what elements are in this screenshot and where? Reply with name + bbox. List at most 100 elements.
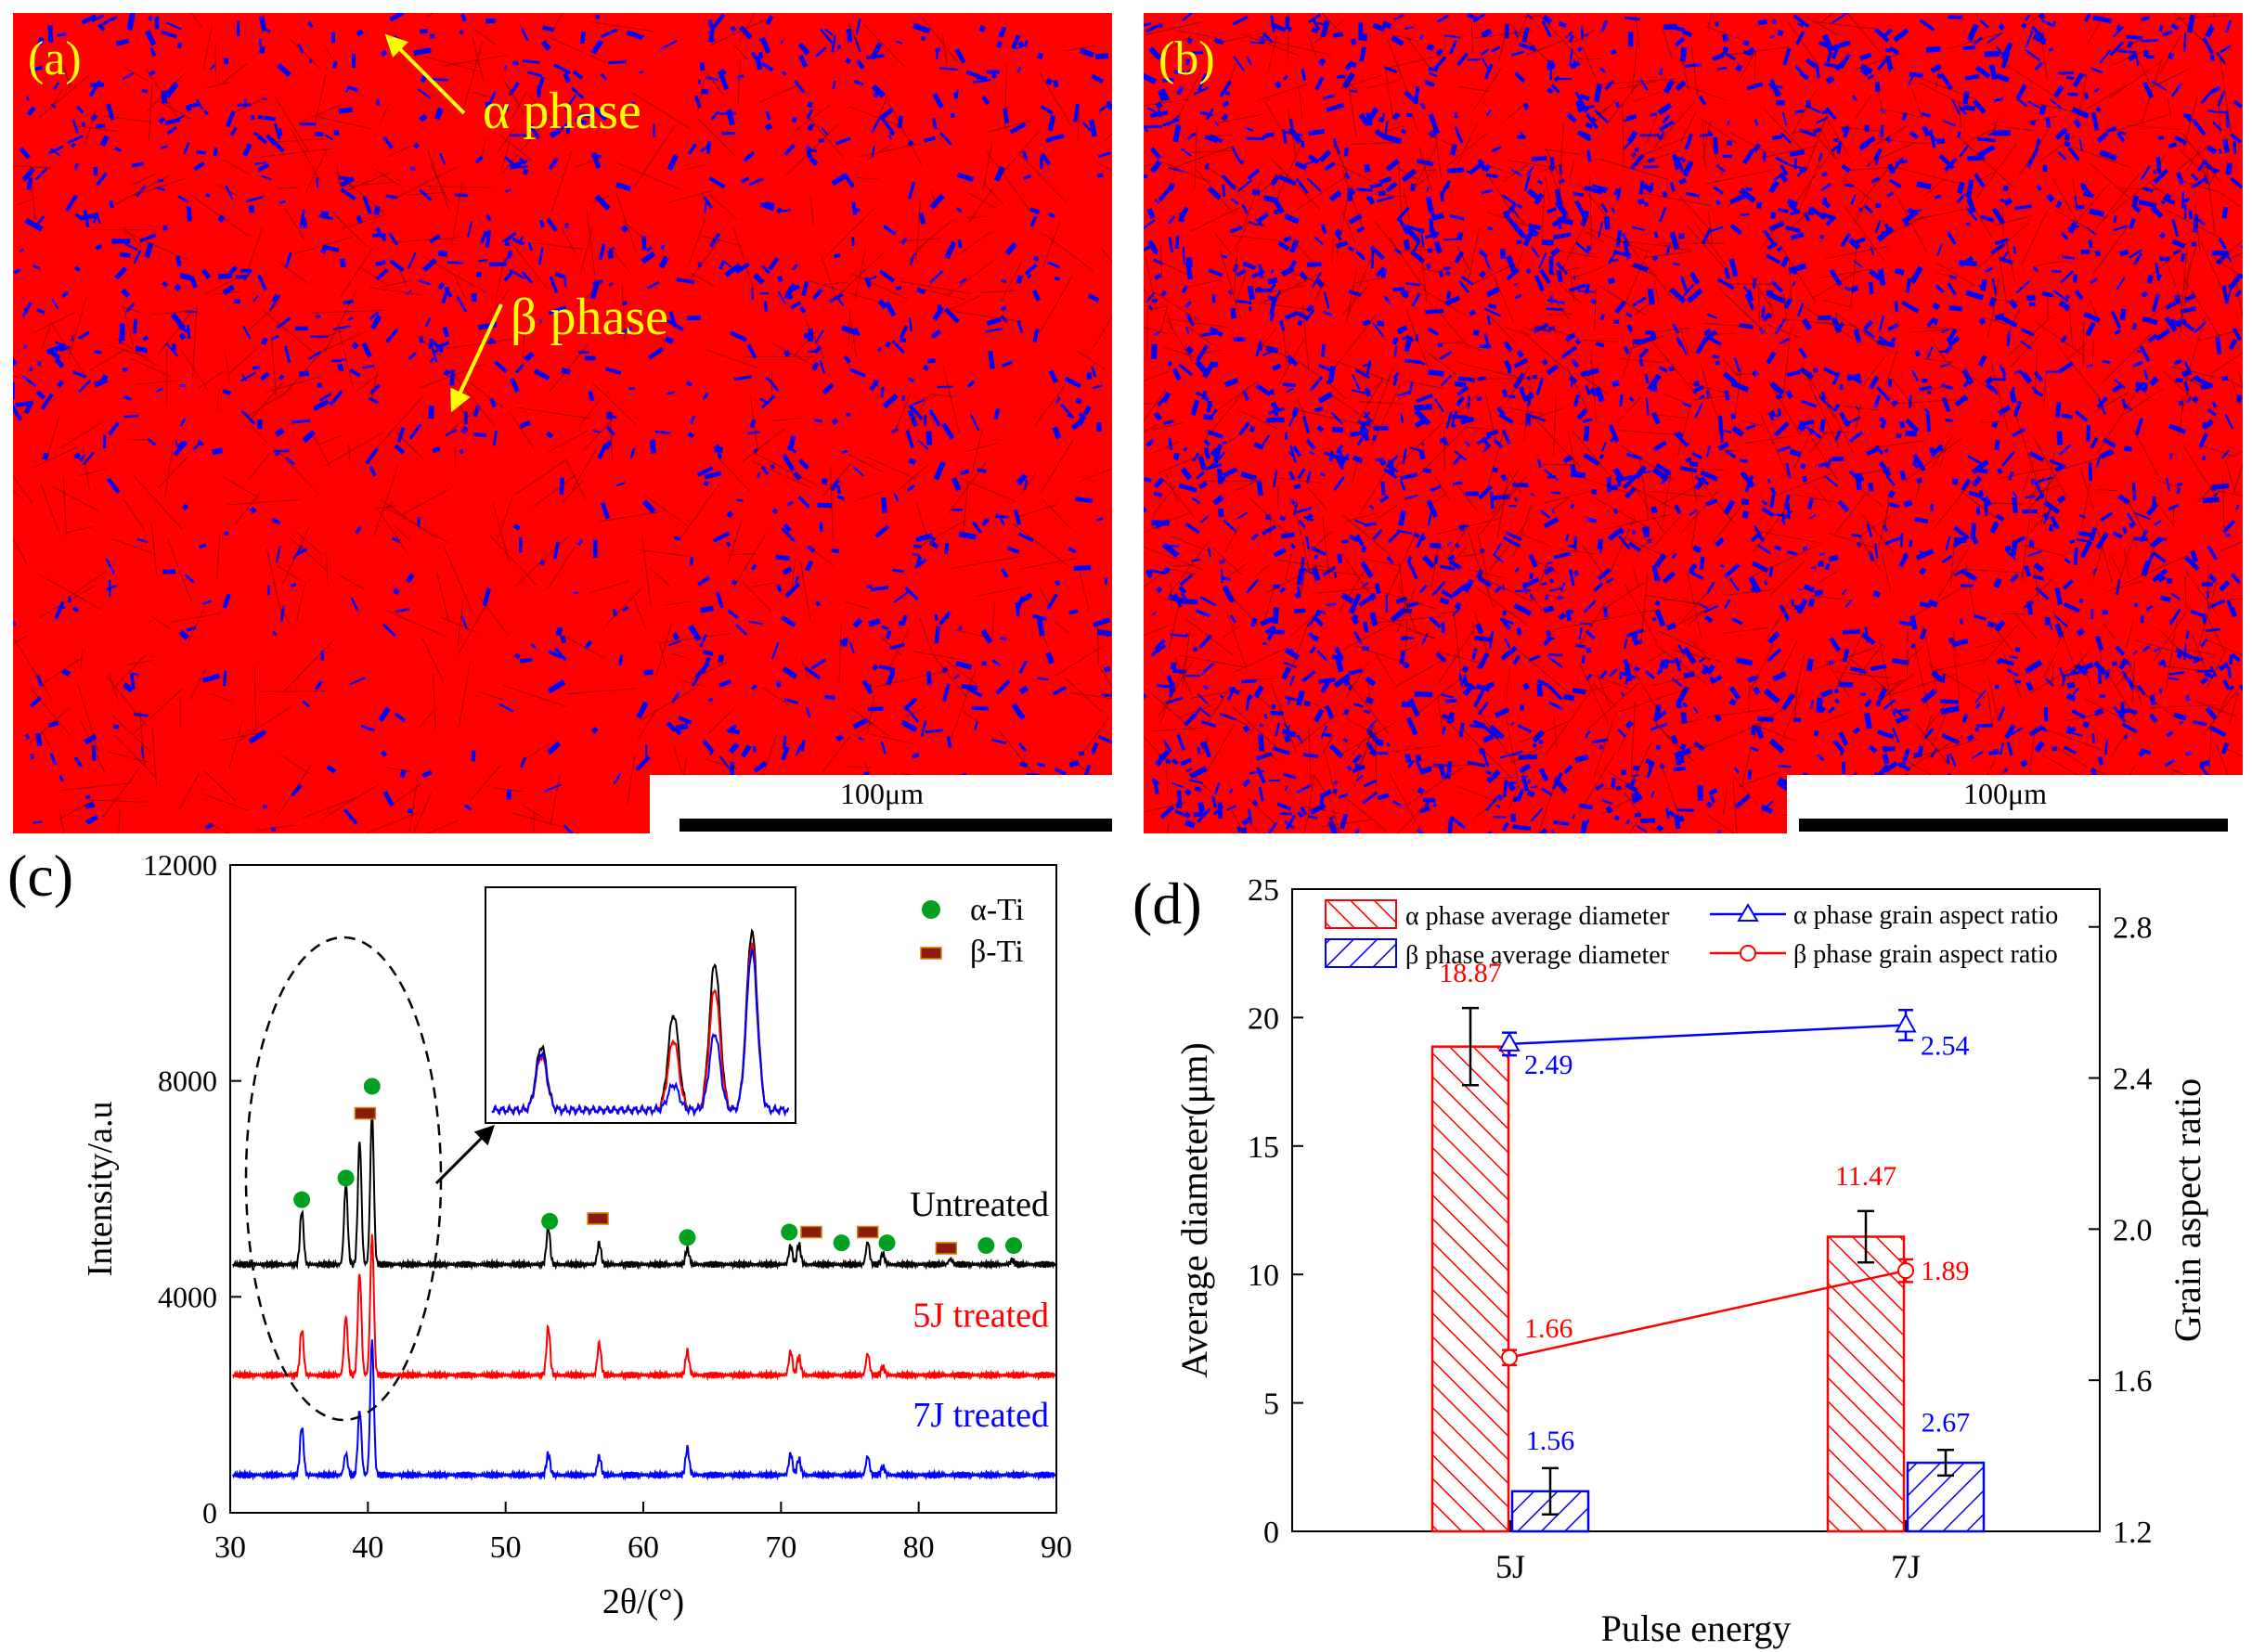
beta-speckle [673,536,681,541]
grain-boundary [1236,408,1279,430]
grain-boundary [1882,555,1892,593]
beta-speckle [1821,110,1831,115]
grain-boundary [578,397,602,427]
grain-boundary [1702,118,1706,168]
beta-speckle [2064,132,2071,141]
beta-speckle [479,230,488,245]
beta-speckle [1890,832,1898,833]
beta-speckle [1806,497,1815,510]
beta-speckle [1521,682,1531,690]
beta-speckle [765,110,771,121]
beta-speckle [548,304,567,316]
beta-speckle [888,831,900,833]
beta-speckle [1184,345,1195,355]
beta-speckle [272,630,278,637]
grain-boundary [1037,623,1049,648]
beta-speckle [1892,712,1896,718]
beta-speckle [1536,683,1543,697]
beta-speckle [775,554,790,561]
grain-boundary [2127,499,2155,554]
beta-speckle [2011,386,2015,398]
beta-speckle [1954,394,1969,407]
beta-speckle [378,706,391,723]
grain-boundary [1340,74,1359,92]
grain-boundary [851,273,909,300]
beta-speckle [2067,146,2080,161]
beta-speckle [245,196,264,203]
beta-speckle [1172,123,1182,143]
beta-speckle [343,808,358,825]
grain-boundary [1627,484,1676,510]
beta-speckle [1040,152,1052,166]
beta-speckle [369,383,382,395]
grain-boundary [549,343,589,393]
beta-speckle [2115,645,2126,656]
grain-boundary [1987,298,1997,337]
beta-speckle [1414,691,1433,698]
beta-speckle [702,739,715,754]
beta-speckle [1464,440,1470,447]
beta-speckle [2170,592,2181,600]
beta-speckle [160,145,169,150]
beta-speckle [2154,520,2162,526]
grain-boundary [158,100,190,120]
grain-boundary [1233,477,1264,493]
grain-boundary [2183,316,2207,387]
beta-speckle [1052,686,1068,696]
grain-boundary [2122,676,2173,716]
beta-speckle [1480,48,1490,57]
beta-speckle [2200,638,2208,648]
grain-boundary [253,665,257,733]
beta-speckle [509,134,528,137]
beta-speckle [506,789,511,801]
grain-boundary [1911,87,1923,120]
grain-boundary [1742,419,1763,427]
grain-boundary [706,709,734,735]
beta-speckle [955,206,963,213]
grain-boundary [1271,285,1305,293]
beta-speckle [2119,249,2129,257]
beta-speckle [1207,400,1212,407]
beta-speckle [1741,498,1750,505]
beta-speckle [2026,150,2038,169]
beta-speckle [2055,401,2062,418]
beta-speckle [174,283,182,291]
beta-speckle [1598,669,1608,680]
beta-speckle [223,58,229,65]
beta-speckle [2230,176,2243,189]
grain-boundary [1515,13,1529,43]
grain-boundary [223,159,250,175]
beta-speckle [1502,211,1516,226]
grain-boundary [1341,513,1391,556]
beta-speckle [734,262,751,275]
beta-speckle [2153,647,2161,652]
beta-speckle [2209,85,2220,95]
grain-boundary [1505,714,1519,781]
beta-speckle [339,258,346,268]
beta-speckle [1915,549,1935,561]
beta-speckle [1903,221,1910,227]
beta-speckle [727,609,739,620]
beta-speckle [776,584,783,592]
beta-speckle [2183,361,2191,371]
grain-boundary [1339,571,1365,613]
beta-speckle [1348,668,1363,676]
beta-speckle [1919,19,1935,32]
grain-boundary [69,570,107,598]
beta-speckle [1416,393,1433,404]
beta-speckle [1651,616,1657,622]
beta-speckle [1253,685,1264,699]
beta-speckle [1328,743,1344,759]
grain-boundary [2171,366,2220,380]
grain-boundary [2001,206,2004,237]
grain-boundary [71,124,119,132]
grain-boundary [708,193,738,221]
beta-speckle [1400,472,1418,481]
grain-boundary [1425,493,1448,509]
beta-speckle [1382,112,1385,119]
beta-speckle [2072,687,2080,695]
beta-speckle [676,277,695,285]
beta-speckle [1775,317,1786,335]
beta-speckle [1372,528,1383,541]
beta-speckle [855,18,861,35]
